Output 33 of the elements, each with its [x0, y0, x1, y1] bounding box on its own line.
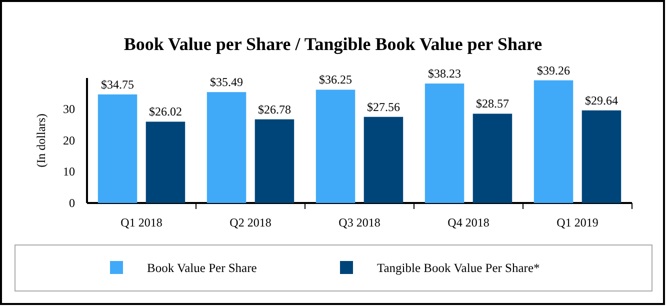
- data-label: $34.75: [101, 77, 134, 92]
- bar: [98, 94, 138, 203]
- data-label: $26.02: [148, 104, 182, 119]
- bar: [582, 110, 622, 203]
- y-tick-label: 10: [63, 164, 75, 179]
- data-label: $26.78: [258, 102, 291, 116]
- bar: [364, 116, 404, 203]
- x-tick-label: Q1 2019: [556, 215, 598, 230]
- bar: [316, 90, 356, 203]
- data-label: $28.57: [476, 96, 509, 111]
- x-tick-label: Q1 2018: [120, 215, 162, 230]
- x-tick-label: Q4 2018: [448, 215, 490, 230]
- data-label: $36.25: [319, 72, 352, 87]
- y-tick-label: 30: [63, 102, 75, 116]
- bar: [534, 80, 574, 203]
- bar: [472, 114, 512, 203]
- data-label: $39.26: [537, 63, 570, 78]
- x-tick-label: Q3 2018: [338, 215, 380, 230]
- bar: [146, 122, 186, 203]
- legend-label: Book Value Per Share: [147, 261, 258, 275]
- bar: [254, 119, 294, 203]
- data-label: $27.56: [366, 100, 400, 114]
- data-label: $38.23: [428, 66, 462, 81]
- bar: [206, 92, 246, 203]
- data-label: $35.49: [210, 75, 244, 90]
- legend-label: Tangible Book Value Per Share*: [377, 261, 540, 275]
- data-label: $29.64: [584, 93, 618, 108]
- bar: [424, 84, 464, 203]
- y-tick-label: 20: [63, 133, 75, 148]
- y-axis-title: (In dollars): [34, 114, 48, 168]
- y-tick-label: 0: [69, 196, 75, 210]
- x-tick-label: Q2 2018: [230, 215, 272, 230]
- chart-title: Book Value per Share / Tangible Book Value per Share: [124, 34, 542, 54]
